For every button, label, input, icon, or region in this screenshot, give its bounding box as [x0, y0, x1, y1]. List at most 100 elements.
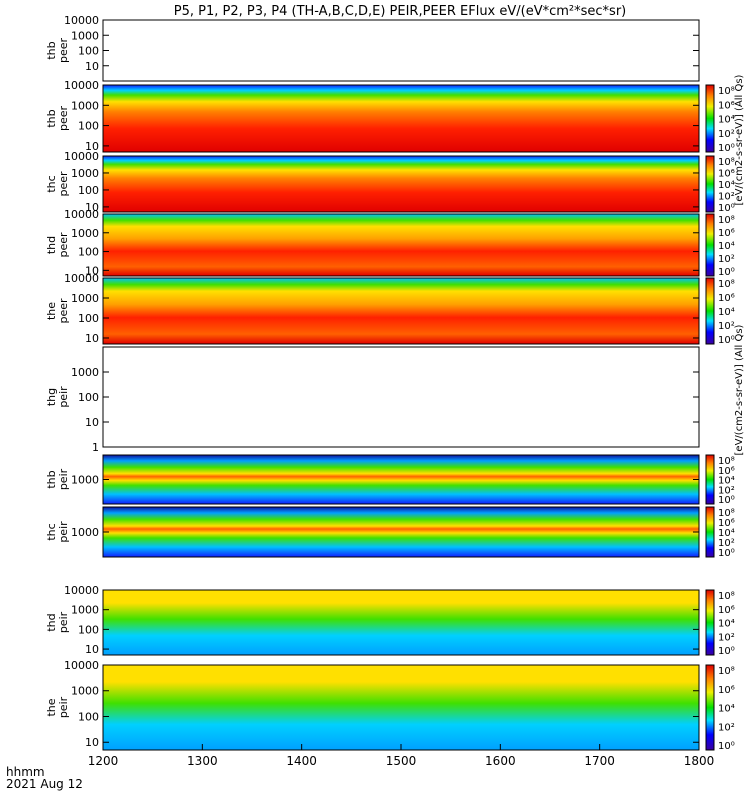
panel-label-species: peer [57, 298, 70, 324]
y-tick-label: 1000 [71, 685, 99, 698]
x-tick-label: 1700 [584, 754, 615, 768]
colorbar-tick-label: 10⁸ [718, 215, 735, 226]
panel-thb-peer: thb peer 10000 1000 100 10 10⁸ 10⁶ 10⁴ 10² 10⁰ [45, 79, 735, 154]
x-axis-ticks: 1200 1300 1400 1500 1600 1700 1800 [88, 744, 715, 768]
spectrogram-thc-peir [103, 507, 699, 557]
spectrogram-thc-peer [103, 156, 699, 212]
spectrogram-thb-peir [103, 455, 699, 504]
colorbar-tick-label: 10⁰ [718, 335, 735, 346]
colorbar-tick-label: 10⁰ [718, 495, 735, 506]
panel-label-probe: thd [45, 613, 58, 631]
y-tick-label: 100 [78, 45, 99, 58]
y-tick-label: 10 [85, 416, 99, 429]
y-tick-label: 1000 [71, 167, 99, 180]
x-tick-label: 1500 [386, 754, 417, 768]
colorbar-tick-label: 10⁴ [718, 180, 735, 191]
panels-group: thb peer 10000 1000 100 10 thb peer 10000 1000 100… [45, 14, 745, 752]
y-tick-label: 10 [85, 643, 99, 656]
colorbar-tick-label: 10⁰ [718, 203, 735, 214]
panel-label-species: peir [57, 468, 70, 490]
colorbar-tick-label: 10⁶ [718, 228, 735, 239]
panel-label-species: peer [57, 232, 70, 258]
colorbar-tick-label: 10⁶ [718, 605, 735, 616]
panel-label-species: peir [57, 386, 70, 408]
panel-frame [102, 589, 700, 656]
colorbar-thb-peer [705, 84, 715, 153]
colorbar-tick-label: 10⁶ [718, 293, 735, 304]
y-tick-label: 10000 [64, 150, 99, 163]
panel-label-probe: the [45, 302, 58, 320]
colorbar-tick-label: 10⁰ [718, 143, 735, 154]
colorbar-tick-label: 10⁴ [718, 241, 735, 252]
y-tick-label: 1000 [71, 29, 99, 42]
colorbar-tick-label: 10⁴ [718, 704, 735, 715]
colorbar-tick-label: 10⁸ [718, 508, 735, 519]
colorbar-tick-label: 10⁴ [718, 307, 735, 318]
colorbar-unit-peer: [eV/(cm2-s-sr-eV)] (All Qs) [734, 74, 745, 205]
x-tick-label: 1400 [286, 754, 317, 768]
y-tick-label: 1 [92, 441, 99, 454]
panel-label-probe: thb [45, 109, 58, 127]
colorbar-tick-label: 10⁸ [718, 591, 735, 602]
y-tick-label: 1000 [71, 474, 99, 487]
y-tick-label: 100 [78, 246, 99, 259]
spectrogram-thb-peer [103, 85, 699, 152]
colorbar-tick-label: 10⁴ [718, 528, 735, 539]
panel-label-species: peir [57, 521, 70, 543]
panel-label-probe: thd [45, 236, 58, 254]
colorbar-tick-label: 10⁶ [718, 169, 735, 180]
y-tick-label: 10000 [64, 14, 99, 27]
panel-label-probe: thb [45, 41, 58, 59]
date-label: 2021 Aug 12 [6, 777, 83, 791]
x-tick-label: 1200 [88, 754, 119, 768]
colorbar-tick-label: 10⁴ [718, 619, 735, 630]
panel-label-species: peer [57, 171, 70, 197]
colorbar-tick-label: 10² [718, 129, 735, 140]
y-tick-label: 10 [85, 201, 99, 214]
y-tick-label: 1000 [71, 292, 99, 305]
colorbar-thd-peer [705, 213, 715, 277]
colorbar-tick-label: 10⁸ [718, 666, 735, 677]
colorbar-thb-peir [705, 454, 715, 505]
y-tick-label: 1000 [71, 604, 99, 617]
y-tick-label: 10 [85, 140, 99, 153]
y-tick-label: 100 [78, 710, 99, 723]
y-tick-label: 100 [78, 312, 99, 325]
y-tick-label: 100 [78, 623, 99, 636]
colorbar-tick-label: 10⁸ [718, 456, 735, 467]
panel-frame [102, 19, 700, 82]
y-tick-label: 10000 [64, 584, 99, 597]
panel-label-probe: thc [45, 175, 58, 192]
panel-the-peer: the peer 10000 1000 100 10 10⁸ 10⁶ 10⁴ 10² 10⁰ [45, 272, 735, 346]
colorbar-thd-peir [705, 589, 715, 656]
colorbar-tick-label: 10² [718, 192, 735, 203]
colorbar-tick-label: 10² [718, 632, 735, 643]
y-tick-label: 1000 [71, 99, 99, 112]
panel-frame [102, 213, 700, 277]
colorbar-tick-label: 10⁴ [718, 115, 735, 126]
colorbar-tick-label: 10² [718, 254, 735, 265]
panel-label-probe: thg [45, 388, 58, 406]
spectrogram-the-peer [103, 278, 699, 344]
y-tick-label: 10000 [64, 659, 99, 672]
x-tick-label: 1600 [485, 754, 516, 768]
colorbar-tick-label: 10⁰ [718, 267, 735, 278]
panel-thb-peer: thb peer 10000 1000 100 10 [45, 14, 700, 82]
y-tick-label: 10 [85, 736, 99, 749]
colorbar-the-peer [705, 277, 715, 345]
colorbar-tick-label: 10⁶ [718, 518, 735, 529]
colorbar-tick-label: 10⁴ [718, 476, 735, 487]
panel-the-peir: the peir 10000 1000 100 10 10⁸ 10⁶ 10⁴ 10² 10⁰ [45, 659, 735, 752]
spectrogram-thd-peir [103, 590, 699, 655]
colorbar-the-peir [705, 664, 715, 751]
colorbar-tick-label: 10² [718, 485, 735, 496]
y-tick-label: 100 [78, 184, 99, 197]
y-tick-label: 100 [78, 391, 99, 404]
x-tick-label: 1800 [684, 754, 715, 768]
colorbar-tick-label: 10⁰ [718, 646, 735, 657]
